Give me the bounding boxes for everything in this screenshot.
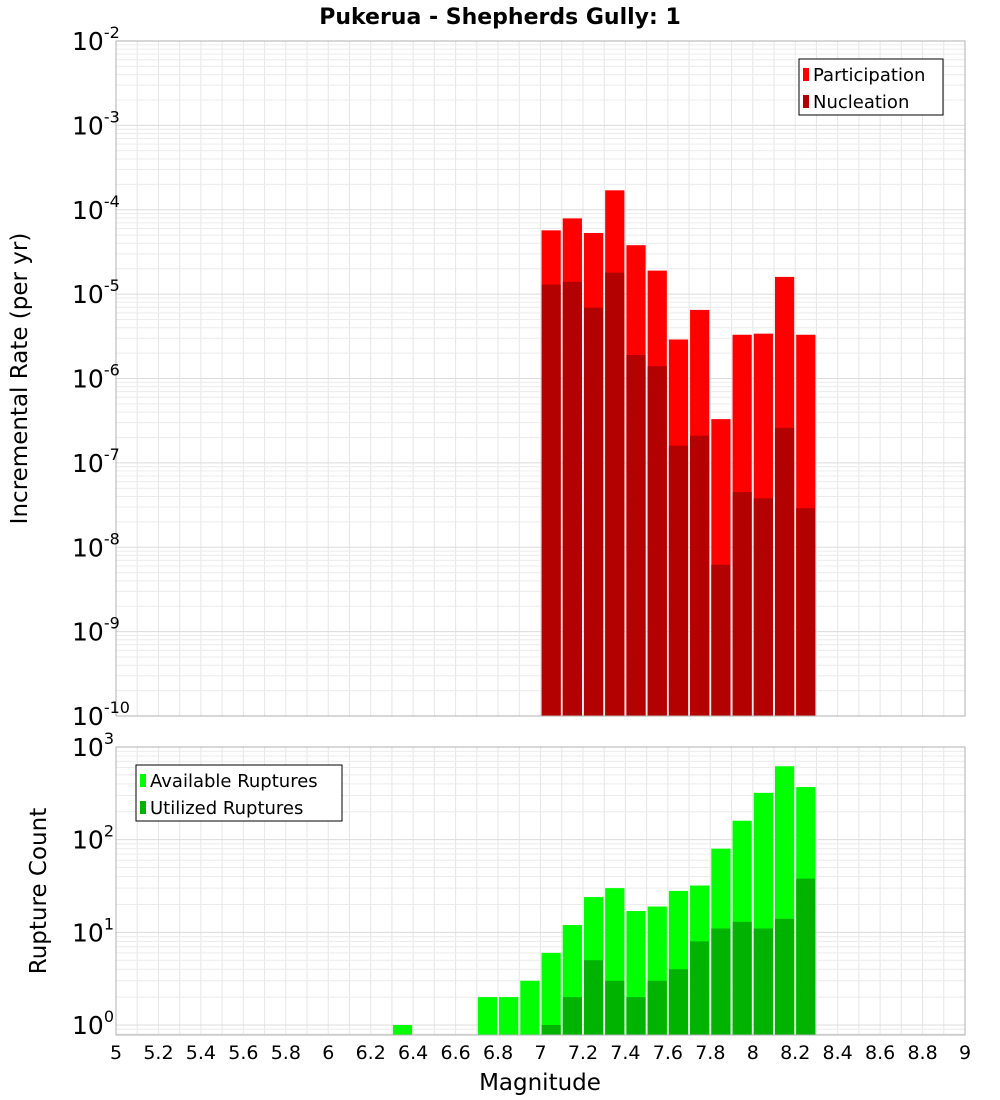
y-tick-label: 10-6 xyxy=(72,361,120,394)
bar-secondary xyxy=(711,928,731,1035)
legend-swatch xyxy=(140,801,146,814)
bars xyxy=(541,190,816,716)
x-tick-label: 9 xyxy=(959,1042,971,1064)
grid xyxy=(116,41,965,716)
y-tick-label: 10-9 xyxy=(72,614,120,647)
bar-secondary xyxy=(626,354,646,716)
plot-border xyxy=(115,746,966,1036)
x-axis-label: Magnitude xyxy=(479,1070,601,1096)
bar-secondary xyxy=(583,307,604,716)
x-tick-label: 5.2 xyxy=(143,1042,173,1064)
bar-secondary xyxy=(668,445,689,716)
y-tick-label: 10-4 xyxy=(72,192,120,225)
x-tick-label: 7.8 xyxy=(695,1042,725,1064)
x-tick-label: 6 xyxy=(322,1042,334,1064)
bar-secondary xyxy=(774,427,795,716)
x-tick-label: 5.8 xyxy=(271,1042,301,1064)
bar-secondary xyxy=(796,878,816,1035)
x-axis: 5 5.2 5.4 5.6 5.8 6 6.2 6.4 6.6 6.8 7 7.2 7.4 7.6 7.8 8… xyxy=(110,1042,971,1064)
y-tick-label: 100 xyxy=(72,1007,114,1040)
legend-entry: Utilized Ruptures xyxy=(150,798,303,819)
rupture-count-panel: 100 101 102 103 Rupture Count Available Ruptu… xyxy=(26,729,966,1040)
bar-secondary xyxy=(732,492,752,716)
y-tick-label: 10-3 xyxy=(72,107,120,140)
grid xyxy=(116,747,965,1035)
legend-swatch xyxy=(803,95,809,108)
bar-secondary xyxy=(796,508,816,716)
bar-secondary xyxy=(753,928,773,1035)
legend-entry: Available Ruptures xyxy=(150,771,318,792)
x-tick-label: 6.8 xyxy=(483,1042,513,1064)
legend-box xyxy=(798,58,944,116)
x-tick-label: 7.2 xyxy=(568,1042,598,1064)
bar-secondary xyxy=(562,281,582,716)
bar-secondary xyxy=(605,272,625,716)
bars xyxy=(392,766,816,1035)
rate-panel: 10-10 10-9 10-8 10-7 10-6 10-5 10-4 10-3 10-2 Inc… xyxy=(7,23,966,731)
bar-secondary xyxy=(605,980,625,1035)
x-tick-label: 6.2 xyxy=(356,1042,386,1064)
y-tick-label: 10-10 xyxy=(72,698,130,731)
y-tick-label: 103 xyxy=(72,729,114,762)
x-tick-label: 6.4 xyxy=(398,1042,428,1064)
bar-secondary xyxy=(668,969,689,1035)
legend-entry: Participation xyxy=(813,65,925,86)
legend: Participation Nucleation xyxy=(798,58,944,116)
x-tick-label: 5.6 xyxy=(228,1042,258,1064)
bar-secondary xyxy=(626,997,646,1035)
legend: Available Ruptures Utilized Ruptures xyxy=(135,764,343,822)
x-tick-label: 5.4 xyxy=(186,1042,216,1064)
x-tick-label: 7.4 xyxy=(610,1042,640,1064)
bar-secondary xyxy=(774,918,795,1035)
y-tick-label: 10-5 xyxy=(72,276,120,309)
bar-secondary xyxy=(690,941,710,1035)
x-tick-label: 8.2 xyxy=(780,1042,810,1064)
x-tick-label: 8.8 xyxy=(907,1042,937,1064)
bar-secondary xyxy=(583,960,604,1035)
legend-entry: Nucleation xyxy=(813,92,909,113)
x-tick-label: 7.6 xyxy=(653,1042,683,1064)
bar-secondary xyxy=(562,997,582,1035)
x-tick-label: 6.6 xyxy=(440,1042,470,1064)
legend-swatch xyxy=(140,774,146,787)
bar-secondary xyxy=(690,435,710,716)
bar-primary xyxy=(541,952,561,1035)
x-tick-label: 8.6 xyxy=(865,1042,895,1064)
bar-primary xyxy=(392,1025,413,1035)
bar-secondary xyxy=(541,284,561,716)
bar-secondary xyxy=(732,921,752,1035)
bar-secondary xyxy=(647,980,667,1035)
x-tick-label: 7 xyxy=(534,1042,546,1064)
bar-secondary xyxy=(647,366,667,716)
bar-primary xyxy=(520,980,540,1035)
bar-primary xyxy=(499,997,519,1035)
y-tick-label: 101 xyxy=(72,914,114,947)
y-tick-label: 10-2 xyxy=(72,23,120,56)
bar-secondary xyxy=(753,498,773,716)
y-tick-label: 10-8 xyxy=(72,529,120,562)
y-axis-label: Incremental Rate (per yr) xyxy=(7,233,33,525)
y-tick-label: 10-7 xyxy=(72,445,120,478)
bar-primary xyxy=(477,997,498,1035)
legend-swatch xyxy=(803,68,809,81)
bar-secondary xyxy=(541,1025,561,1035)
bar-secondary xyxy=(711,564,731,716)
plot-border xyxy=(115,40,966,717)
x-tick-label: 5 xyxy=(110,1042,122,1064)
y-tick-label: 102 xyxy=(72,822,114,855)
y-axis-label: Rupture Count xyxy=(26,808,52,974)
chart-title: Pukerua - Shepherds Gully: 1 xyxy=(319,5,681,30)
x-tick-label: 8.4 xyxy=(823,1042,853,1064)
legend-box xyxy=(135,764,343,822)
x-tick-label: 8 xyxy=(747,1042,759,1064)
